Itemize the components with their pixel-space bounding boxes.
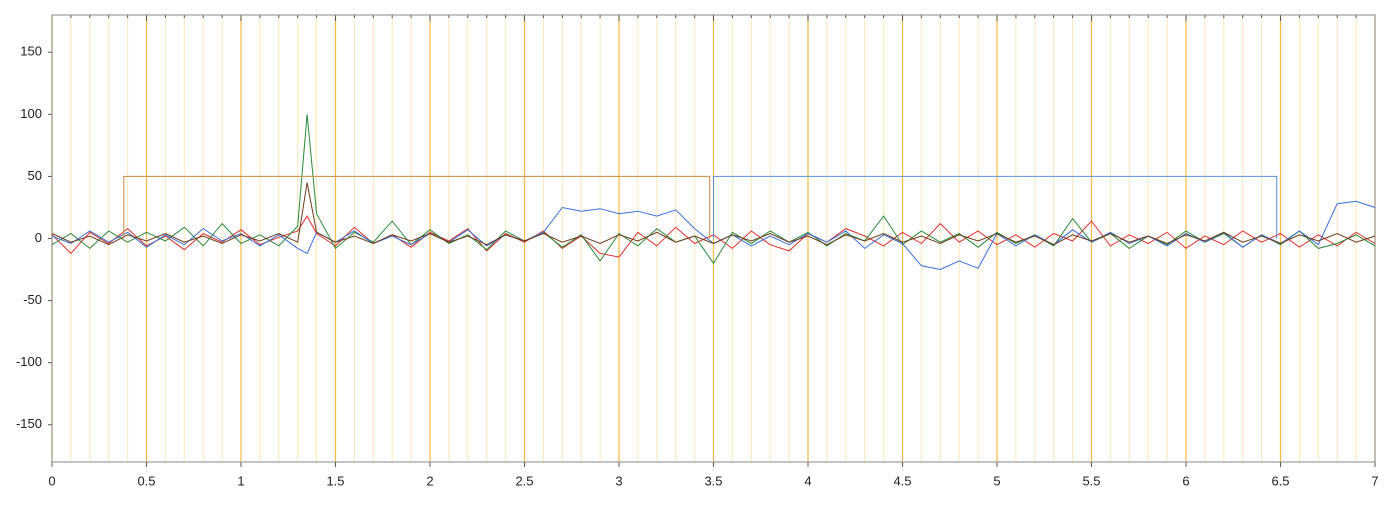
trace (51, 215, 1376, 258)
y-tick-label: -50 (23, 292, 42, 307)
trace (713, 175, 1278, 239)
y-tick-label: -100 (16, 354, 42, 369)
y-tick-label: 0 (35, 230, 42, 245)
x-tick-label: 2.5 (515, 473, 533, 488)
y-tick-label: 150 (20, 44, 42, 59)
y-tick-label: 50 (28, 168, 42, 183)
x-tick-label: 1.5 (326, 473, 344, 488)
x-tick-label: 6.5 (1271, 473, 1289, 488)
plot-frame (51, 14, 1376, 463)
y-tick-label: 100 (20, 106, 42, 121)
x-tick-label: 3 (615, 473, 622, 488)
x-tick-label: 5 (993, 473, 1000, 488)
trace (123, 175, 711, 239)
x-tick-label: 0 (48, 473, 55, 488)
x-tick-label: 4.5 (893, 473, 911, 488)
x-tick-label: 4 (804, 473, 811, 488)
y-tick-label: -150 (16, 416, 42, 431)
x-tick-label: 7 (1371, 473, 1378, 488)
x-tick-label: 1 (237, 473, 244, 488)
x-tick-label: 6 (1182, 473, 1189, 488)
x-tick-label: 3.5 (704, 473, 722, 488)
x-tick-label: 0.5 (137, 473, 155, 488)
x-tick-label: 2 (426, 473, 433, 488)
trace (51, 182, 1376, 246)
x-tick-label: 5.5 (1082, 473, 1100, 488)
